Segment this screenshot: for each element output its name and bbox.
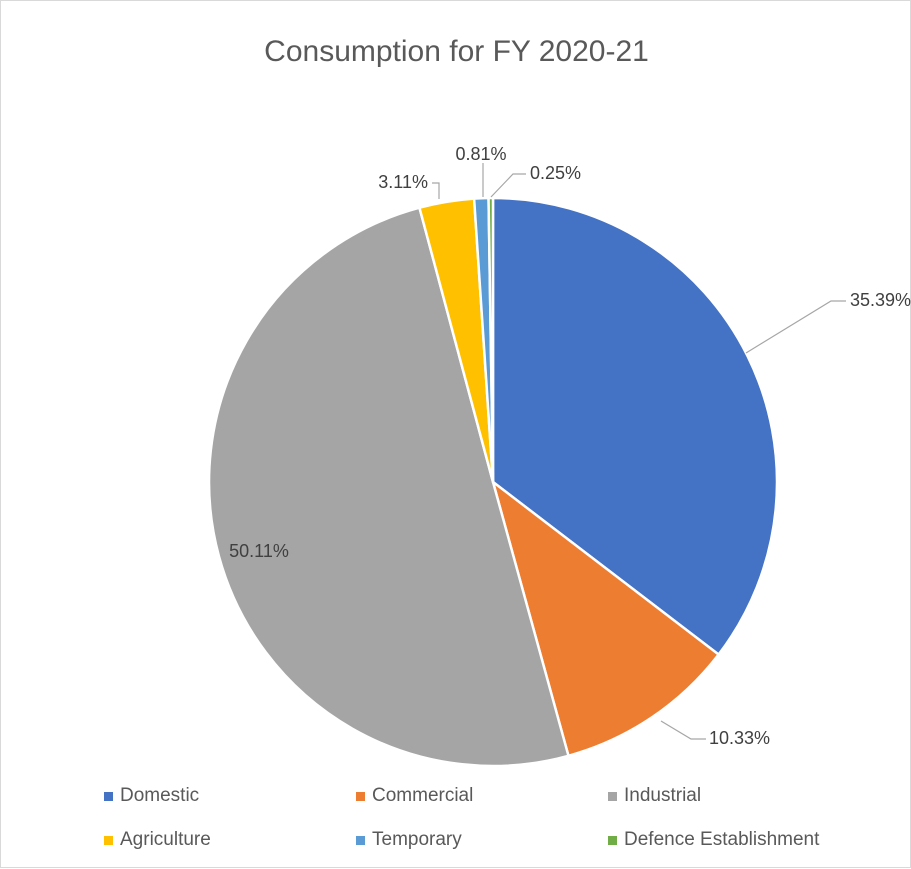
data-label-domestic: 35.39% [850,290,911,310]
leader-line-domestic [745,300,846,354]
leader-line-defence-establishment [490,173,526,198]
data-label-commercial: 10.33% [709,728,770,748]
data-label-agriculture: 3.11% [378,172,428,192]
data-label-temporary: 0.81% [455,144,506,164]
pie-slice-industrial [207,206,570,768]
pie-slice-defence-establishment [487,196,495,484]
leader-line-agriculture [432,182,440,199]
data-label-defence-establishment: 0.25% [530,163,581,183]
data-label-industrial: 50.11% [229,541,289,561]
chart-title: Consumption for FY 2020-21 [264,35,649,68]
pie-slice-domestic [491,196,779,656]
pie-slice-commercial [491,480,720,758]
leader-line-commercial [660,720,706,740]
